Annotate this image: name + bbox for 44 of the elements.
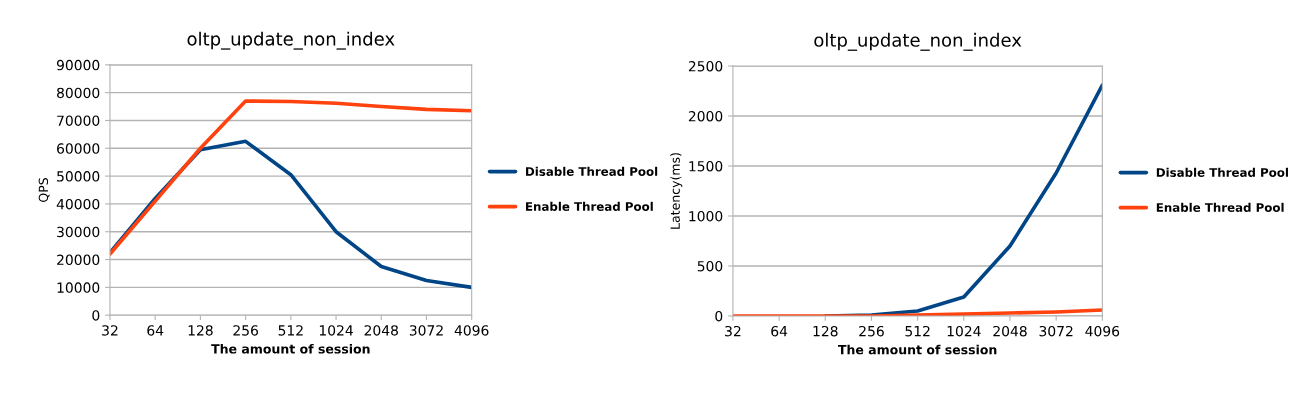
x-tick-label: 256: [233, 325, 258, 336]
x-tick-label: 1024: [319, 325, 353, 336]
x-tick-label: 512: [905, 325, 930, 337]
chart-title: oltp_update_non_index: [187, 31, 395, 50]
x-tick-label: 64: [771, 325, 788, 337]
y-tick-label: 0: [92, 310, 100, 321]
y-tick-label: 60000: [57, 143, 100, 154]
x-axis-title: The amount of session: [211, 343, 370, 354]
chart-title: oltp_update_non_index: [814, 32, 1022, 51]
x-tick-label: 3072: [1039, 325, 1073, 337]
x-tick-label: 4096: [454, 325, 489, 336]
x-tick-label: 128: [813, 325, 838, 337]
y-axis-title: QPS: [38, 178, 50, 202]
y-tick-label: 500: [697, 260, 723, 272]
x-axis-title: The amount of session: [838, 344, 997, 355]
y-tick-label: 90000: [56, 59, 100, 71]
x-tick-label: 64: [147, 325, 164, 336]
y-tick-label: 40000: [56, 198, 100, 210]
legend-label: Enable Thread Pool: [1156, 202, 1284, 212]
y-tick-label: 50000: [57, 171, 100, 182]
x-tick-label: 32: [725, 325, 741, 337]
y-tick-label: 30000: [57, 226, 100, 238]
y-tick-label: 70000: [57, 115, 100, 126]
y-tick-label: 2000: [688, 110, 723, 122]
legend-label: Enable Thread Pool: [526, 201, 653, 211]
x-tick-label: 32: [102, 325, 118, 336]
x-tick-label: 256: [859, 325, 884, 337]
y-tick-label: 20000: [57, 254, 100, 266]
y-tick-label: 2500: [688, 60, 723, 72]
y-axis-title: Latency(ms): [670, 153, 683, 229]
y-tick-label: 0: [715, 310, 723, 322]
x-tick-label: 128: [188, 325, 213, 336]
y-tick-label: 1000: [689, 210, 723, 222]
x-tick-label: 3072: [409, 325, 443, 336]
legend-label: Disable Thread Pool: [1156, 167, 1288, 177]
x-tick-label: 1024: [947, 325, 981, 337]
y-tick-label: 1500: [689, 160, 723, 172]
x-tick-label: 2048: [364, 325, 398, 336]
y-tick-label: 80000: [57, 87, 100, 99]
legend-label: Disable Thread Pool: [526, 166, 658, 176]
y-tick-label: 10000: [57, 282, 100, 293]
x-tick-label: 2048: [993, 325, 1027, 337]
x-tick-label: 512: [278, 325, 303, 336]
x-tick-label: 4096: [1085, 325, 1120, 337]
